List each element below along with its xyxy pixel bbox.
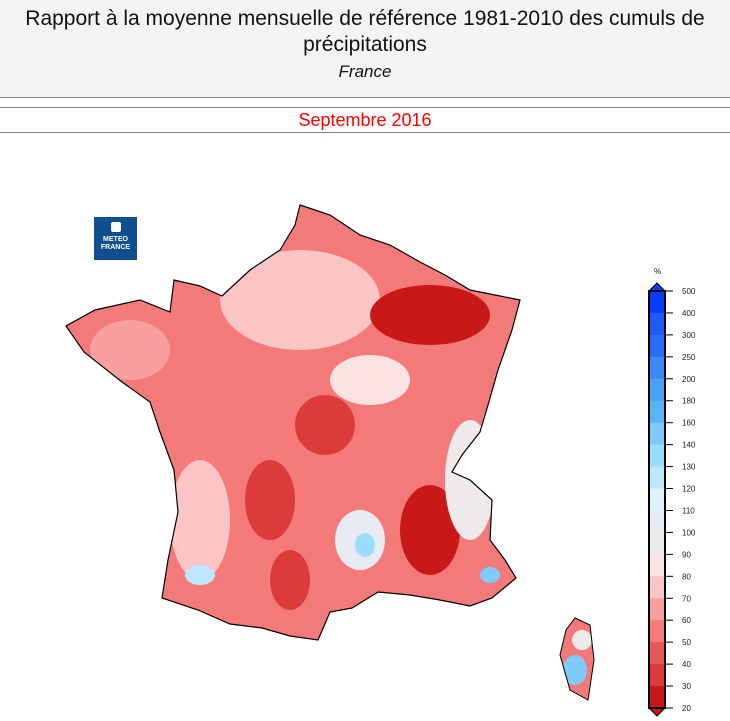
logo-text: FRANCE [100,244,131,251]
legend-tick-label: 180 [682,397,696,406]
legend-tick-label: 60 [682,616,691,625]
color-legend: % 500 400 300 250 200 180 160 140 130 120 110 100 90… [647,267,696,717]
logo-text: METEO [103,236,128,243]
legend-tick-label: 70 [682,594,691,603]
legend-tick-label: 200 [682,375,696,384]
legend-tick-label: 100 [682,528,696,537]
legend-swatch [649,466,665,490]
legend-swatch [649,312,665,336]
legend-swatch [649,488,665,511]
legend-swatch [649,510,665,533]
legend-tick-label: 80 [682,572,691,581]
legend-tick-label: 400 [682,309,696,318]
map-title: Rapport à la moyenne mensuelle de référe… [25,7,705,56]
header: Rapport à la moyenne mensuelle de référe… [0,0,730,98]
legend-swatch [649,554,665,577]
legend-swatch [649,291,665,314]
legend-swatch [649,356,665,380]
meteo-france-logo: METEO FRANCE [94,217,137,260]
legend-tick-label: 40 [682,660,691,669]
legend-tick-label: 160 [682,419,696,428]
legend-swatch [649,620,665,643]
legend-swatch [649,664,665,687]
legend-frame [648,290,666,709]
legend-swatch [649,422,665,446]
legend-max-arrow [647,282,667,292]
legend-tick-label: 140 [682,441,696,450]
legend-unit: % [654,267,661,276]
legend-swatch [649,400,665,424]
logo-mark-icon [110,222,121,232]
legend-swatch [649,334,665,358]
legend-tick-label: 120 [682,485,696,494]
period-label: Septembre 2016 [0,107,730,133]
map-fill [66,205,594,700]
legend-tick-label: 500 [682,287,696,296]
legend-swatch [649,642,665,665]
legend-min-arrow [647,707,667,717]
legend-tick-label: 20 [682,704,691,713]
region-label: France [338,62,392,81]
legend-tick-label: 50 [682,638,691,647]
legend-swatch [649,444,665,468]
legend-swatch [649,686,665,709]
legend-tick-label: 250 [682,353,696,362]
legend-tick-label: 30 [682,682,691,691]
legend-swatch [649,378,665,402]
legend-tick-label: 110 [682,506,695,515]
legend-swatch [649,576,665,599]
legend-tick-label: 300 [682,331,696,340]
legend-swatch [649,532,665,555]
legend-swatch [649,598,665,621]
legend-tick-label: 130 [682,463,696,472]
legend-tick-label: 90 [682,550,691,559]
